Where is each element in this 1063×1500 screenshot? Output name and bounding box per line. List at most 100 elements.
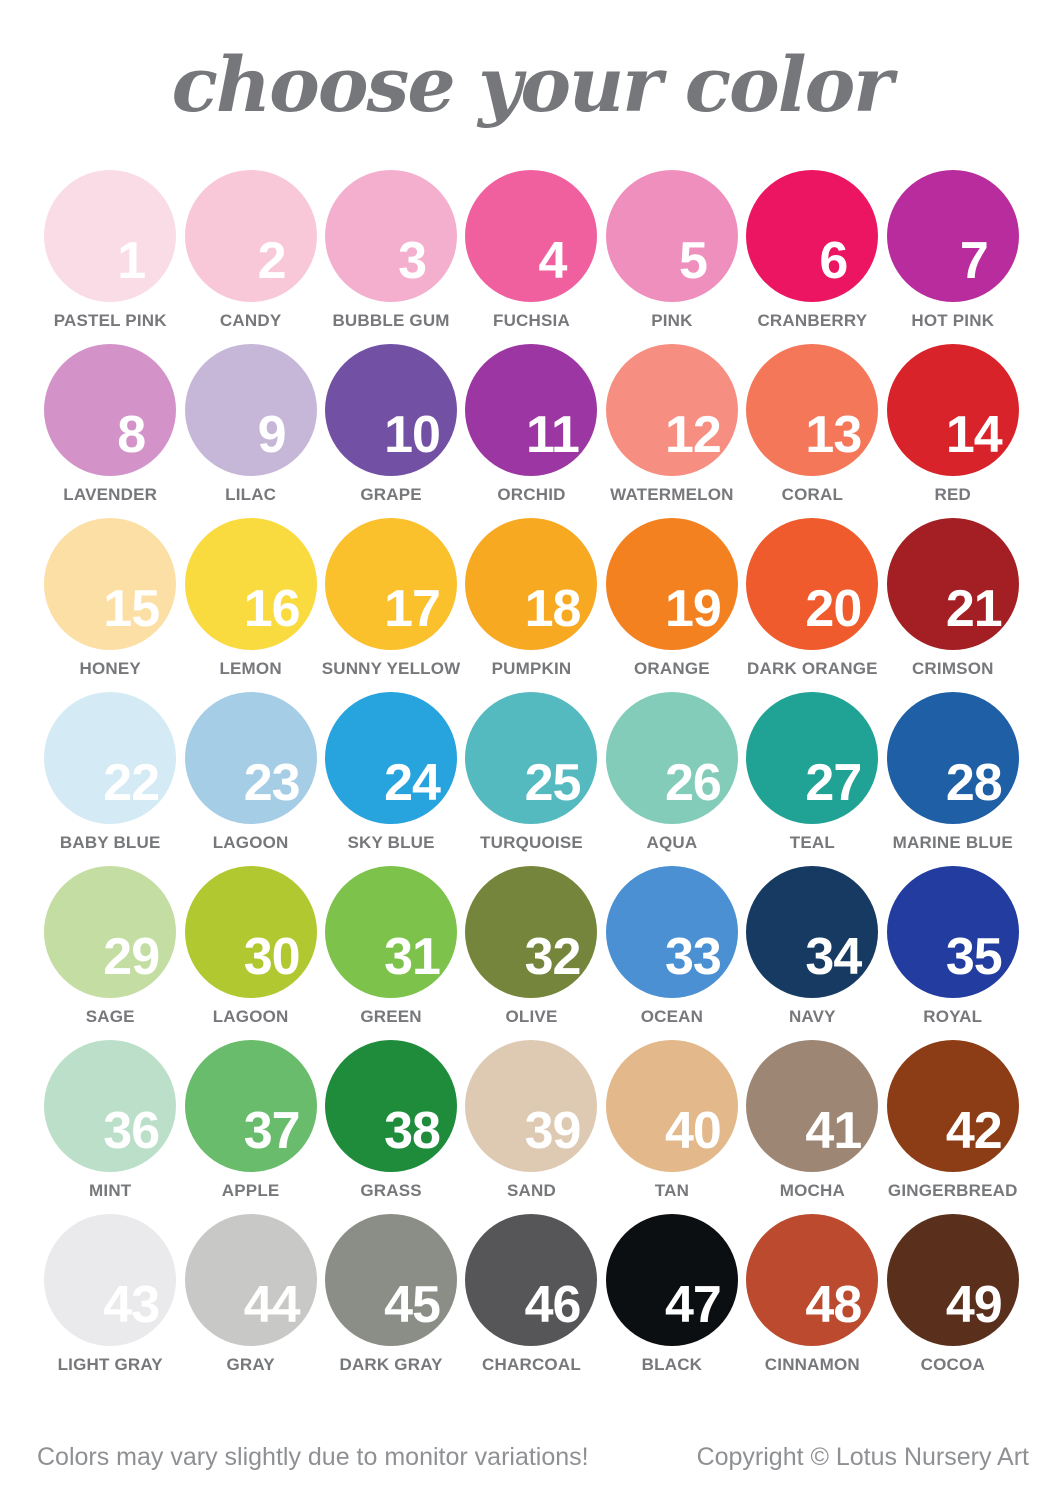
color-number: 33 xyxy=(665,928,722,986)
color-circle: 11 xyxy=(465,344,598,476)
color-number: 21 xyxy=(945,580,1003,638)
color-label: MOCHA xyxy=(779,1181,845,1200)
color-label: SAND xyxy=(507,1181,556,1200)
color-swatch: 38 GRASS xyxy=(321,1040,461,1214)
color-circle: 12 xyxy=(605,344,738,476)
color-label: LAVENDER xyxy=(63,485,158,504)
color-number: 31 xyxy=(384,928,441,986)
color-swatch: 4 FUCHSIA xyxy=(461,170,601,344)
color-label: LIGHT GRAY xyxy=(57,1355,163,1374)
color-number: 40 xyxy=(665,1102,722,1160)
color-label: MINT xyxy=(89,1181,132,1200)
color-swatch: 8 LAVENDER xyxy=(40,344,180,518)
color-number: 5 xyxy=(678,232,708,290)
color-swatch: 26 AQUA xyxy=(602,692,742,866)
color-number: 23 xyxy=(243,754,301,812)
color-circle: 5 xyxy=(605,170,738,302)
color-circle: 34 xyxy=(746,866,879,998)
color-circle: 36 xyxy=(44,1040,177,1172)
color-circle: 8 xyxy=(44,344,177,476)
color-circle: 42 xyxy=(886,1040,1019,1172)
color-number: 49 xyxy=(945,1276,1003,1334)
color-circle: 18 xyxy=(465,518,598,650)
color-swatch: 1 PASTEL PINK xyxy=(40,170,180,344)
color-label: NAVY xyxy=(788,1007,836,1026)
color-label: TURQUOISE xyxy=(480,833,583,852)
color-number: 6 xyxy=(819,232,848,290)
color-swatch: 2 CANDY xyxy=(180,170,320,344)
color-label: PUMPKIN xyxy=(491,659,572,678)
color-number: 19 xyxy=(665,580,722,638)
color-swatch: 19 ORANGE xyxy=(602,518,742,692)
color-swatch: 11 ORCHID xyxy=(461,344,601,518)
color-label: CORAL xyxy=(781,485,844,504)
color-number: 35 xyxy=(945,928,1003,986)
color-swatch: 42 GINGERBREAD xyxy=(883,1040,1023,1214)
color-swatch: 18 PUMPKIN xyxy=(461,518,601,692)
color-number: 24 xyxy=(384,754,441,812)
color-label: HOT PINK xyxy=(911,311,995,330)
color-swatch: 35 ROYAL xyxy=(883,866,1023,1040)
color-swatch: 16 LEMON xyxy=(180,518,320,692)
color-circle: 23 xyxy=(184,692,317,824)
color-circle: 25 xyxy=(465,692,598,824)
color-circle: 13 xyxy=(746,344,879,476)
color-label: GREEN xyxy=(360,1007,422,1026)
color-label: GINGERBREAD xyxy=(887,1181,1018,1200)
color-swatch: 39 SAND xyxy=(461,1040,601,1214)
color-swatch: 32 OLIVE xyxy=(461,866,601,1040)
color-circle: 9 xyxy=(184,344,317,476)
color-swatch: 9 LILAC xyxy=(180,344,320,518)
color-swatch: 49 COCOA xyxy=(883,1214,1023,1388)
color-label: SAGE xyxy=(85,1007,135,1026)
color-swatch: 14 RED xyxy=(883,344,1023,518)
color-circle: 4 xyxy=(465,170,598,302)
color-circle: 17 xyxy=(325,518,458,650)
color-label: COCOA xyxy=(920,1355,985,1374)
color-label: CHARCOAL xyxy=(482,1355,581,1374)
footer: Colors may vary slightly due to monitor … xyxy=(37,1443,1029,1472)
color-swatch: 33 OCEAN xyxy=(602,866,742,1040)
color-swatch: 40 TAN xyxy=(602,1040,742,1214)
color-number: 18 xyxy=(524,580,582,638)
color-number: 8 xyxy=(117,406,146,464)
color-label: SKY BLUE xyxy=(347,833,435,852)
color-number: 17 xyxy=(384,580,441,638)
color-swatch: 47 BLACK xyxy=(602,1214,742,1388)
color-label: HONEY xyxy=(79,659,141,678)
color-swatch: 28 MARINE BLUE xyxy=(883,692,1023,866)
color-swatch: 24 SKY BLUE xyxy=(321,692,461,866)
color-swatch: 7 HOT PINK xyxy=(883,170,1023,344)
color-label: ORCHID xyxy=(497,485,566,504)
color-swatch: 23 LAGOON xyxy=(180,692,320,866)
color-number: 41 xyxy=(805,1102,862,1160)
color-label: TAN xyxy=(654,1181,690,1200)
color-number: 42 xyxy=(945,1102,1003,1160)
color-number: 37 xyxy=(243,1102,301,1160)
color-circle: 26 xyxy=(605,692,738,824)
footer-note: Colors may vary slightly due to monitor … xyxy=(37,1443,589,1471)
color-number: 39 xyxy=(524,1102,582,1160)
color-number: 14 xyxy=(945,406,1003,464)
color-label: GRASS xyxy=(360,1181,422,1200)
color-circle: 38 xyxy=(325,1040,458,1172)
color-circle: 6 xyxy=(746,170,879,302)
color-label: OLIVE xyxy=(505,1007,558,1026)
color-circle: 29 xyxy=(44,866,177,998)
color-circle: 27 xyxy=(746,692,879,824)
color-label: TEAL xyxy=(789,833,835,852)
color-label: LEMON xyxy=(219,659,282,678)
color-circle: 35 xyxy=(886,866,1019,998)
color-label: BABY BLUE xyxy=(59,833,161,852)
color-swatch: 15 HONEY xyxy=(40,518,180,692)
color-swatch: 22 BABY BLUE xyxy=(40,692,180,866)
color-number: 32 xyxy=(524,928,582,986)
color-number: 12 xyxy=(665,406,722,464)
color-number: 11 xyxy=(525,406,580,464)
color-circle: 22 xyxy=(44,692,177,824)
color-swatch: 13 CORAL xyxy=(742,344,882,518)
color-number: 44 xyxy=(243,1276,301,1334)
color-circle: 21 xyxy=(886,518,1019,650)
color-label: BUBBLE GUM xyxy=(332,311,450,330)
